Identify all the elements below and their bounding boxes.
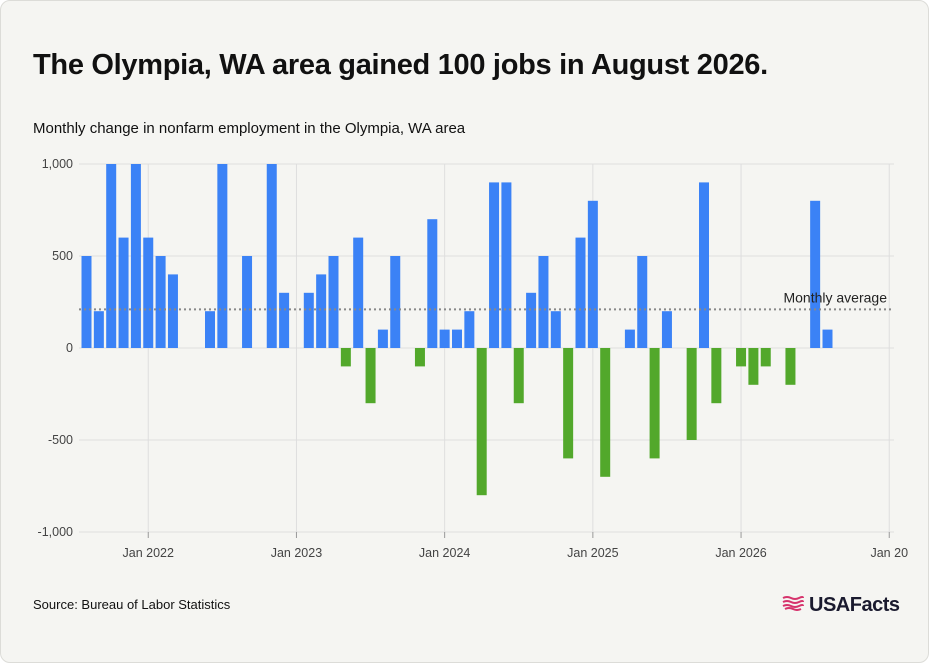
bar xyxy=(130,164,141,348)
x-tick-label: Jan 2026 xyxy=(715,546,766,560)
bar xyxy=(266,164,277,348)
usafacts-logo[interactable]: USAFacts xyxy=(781,594,900,617)
bar xyxy=(760,348,771,367)
x-tick-label: Jan 2025 xyxy=(567,546,618,560)
bar xyxy=(464,311,475,348)
bar xyxy=(600,348,611,477)
bar xyxy=(155,256,166,348)
bar xyxy=(303,292,314,348)
bar xyxy=(748,348,759,385)
y-tick-label: 1,000 xyxy=(42,157,73,171)
bar xyxy=(711,348,722,404)
y-tick-label: -1,000 xyxy=(38,525,73,539)
bar xyxy=(785,348,796,385)
y-tick-label: 0 xyxy=(66,341,73,355)
bar xyxy=(81,256,92,348)
bar xyxy=(414,348,425,367)
bar xyxy=(587,200,598,348)
bar xyxy=(143,237,154,348)
bar xyxy=(476,348,487,496)
chart-subtitle: Monthly change in nonfarm employment in … xyxy=(33,120,466,137)
bar xyxy=(563,348,574,459)
usafacts-flag-icon xyxy=(781,595,805,616)
bar xyxy=(390,256,401,348)
bar xyxy=(513,348,524,404)
bar xyxy=(316,274,327,348)
bar-chart: 1,000 500 0 -500 -1,000 Jan 2022 Jan 2023 Jan 2… xyxy=(38,157,909,560)
bar xyxy=(550,311,561,348)
bar xyxy=(452,329,462,348)
page-title: The Olympia, WA area gained 100 jobs in … xyxy=(33,49,768,81)
bar xyxy=(118,237,129,348)
bar xyxy=(489,182,500,348)
monthly-average-label: Monthly average xyxy=(783,289,887,305)
bar xyxy=(106,164,117,348)
bar xyxy=(624,329,635,348)
bar xyxy=(205,311,215,348)
bar xyxy=(217,164,228,348)
bar xyxy=(279,292,290,348)
bar xyxy=(353,237,364,348)
bar xyxy=(575,237,586,348)
bars-layer xyxy=(81,164,833,496)
bar xyxy=(822,329,833,348)
bar xyxy=(501,182,512,348)
bar xyxy=(686,348,697,440)
bar xyxy=(649,348,660,459)
bar xyxy=(340,348,351,367)
bar xyxy=(365,348,376,404)
bar xyxy=(810,200,821,348)
source-note: Source: Bureau of Labor Statistics xyxy=(33,597,231,612)
x-tick-label: Jan 2024 xyxy=(419,546,470,560)
bar xyxy=(167,274,178,348)
x-tick-label: Jan 2022 xyxy=(123,546,174,560)
x-tick-label: Jan 20 xyxy=(870,546,908,560)
bar xyxy=(93,311,104,348)
y-tick-label: 500 xyxy=(52,249,73,263)
bar xyxy=(699,182,709,348)
bar xyxy=(736,348,747,367)
logo-text: USAFacts xyxy=(809,594,900,616)
bar xyxy=(637,256,648,348)
bar xyxy=(661,311,672,348)
bar xyxy=(538,256,549,348)
labels-layer: 1,000 500 0 -500 -1,000 Jan 2022 Jan 2023 Jan 2… xyxy=(38,157,909,560)
bar xyxy=(242,256,253,348)
bar xyxy=(377,329,388,348)
bar xyxy=(328,256,339,348)
bar xyxy=(439,329,450,348)
x-tick-label: Jan 2023 xyxy=(271,546,322,560)
bar xyxy=(526,292,537,348)
bar xyxy=(427,219,438,348)
y-tick-label: -500 xyxy=(48,433,73,447)
